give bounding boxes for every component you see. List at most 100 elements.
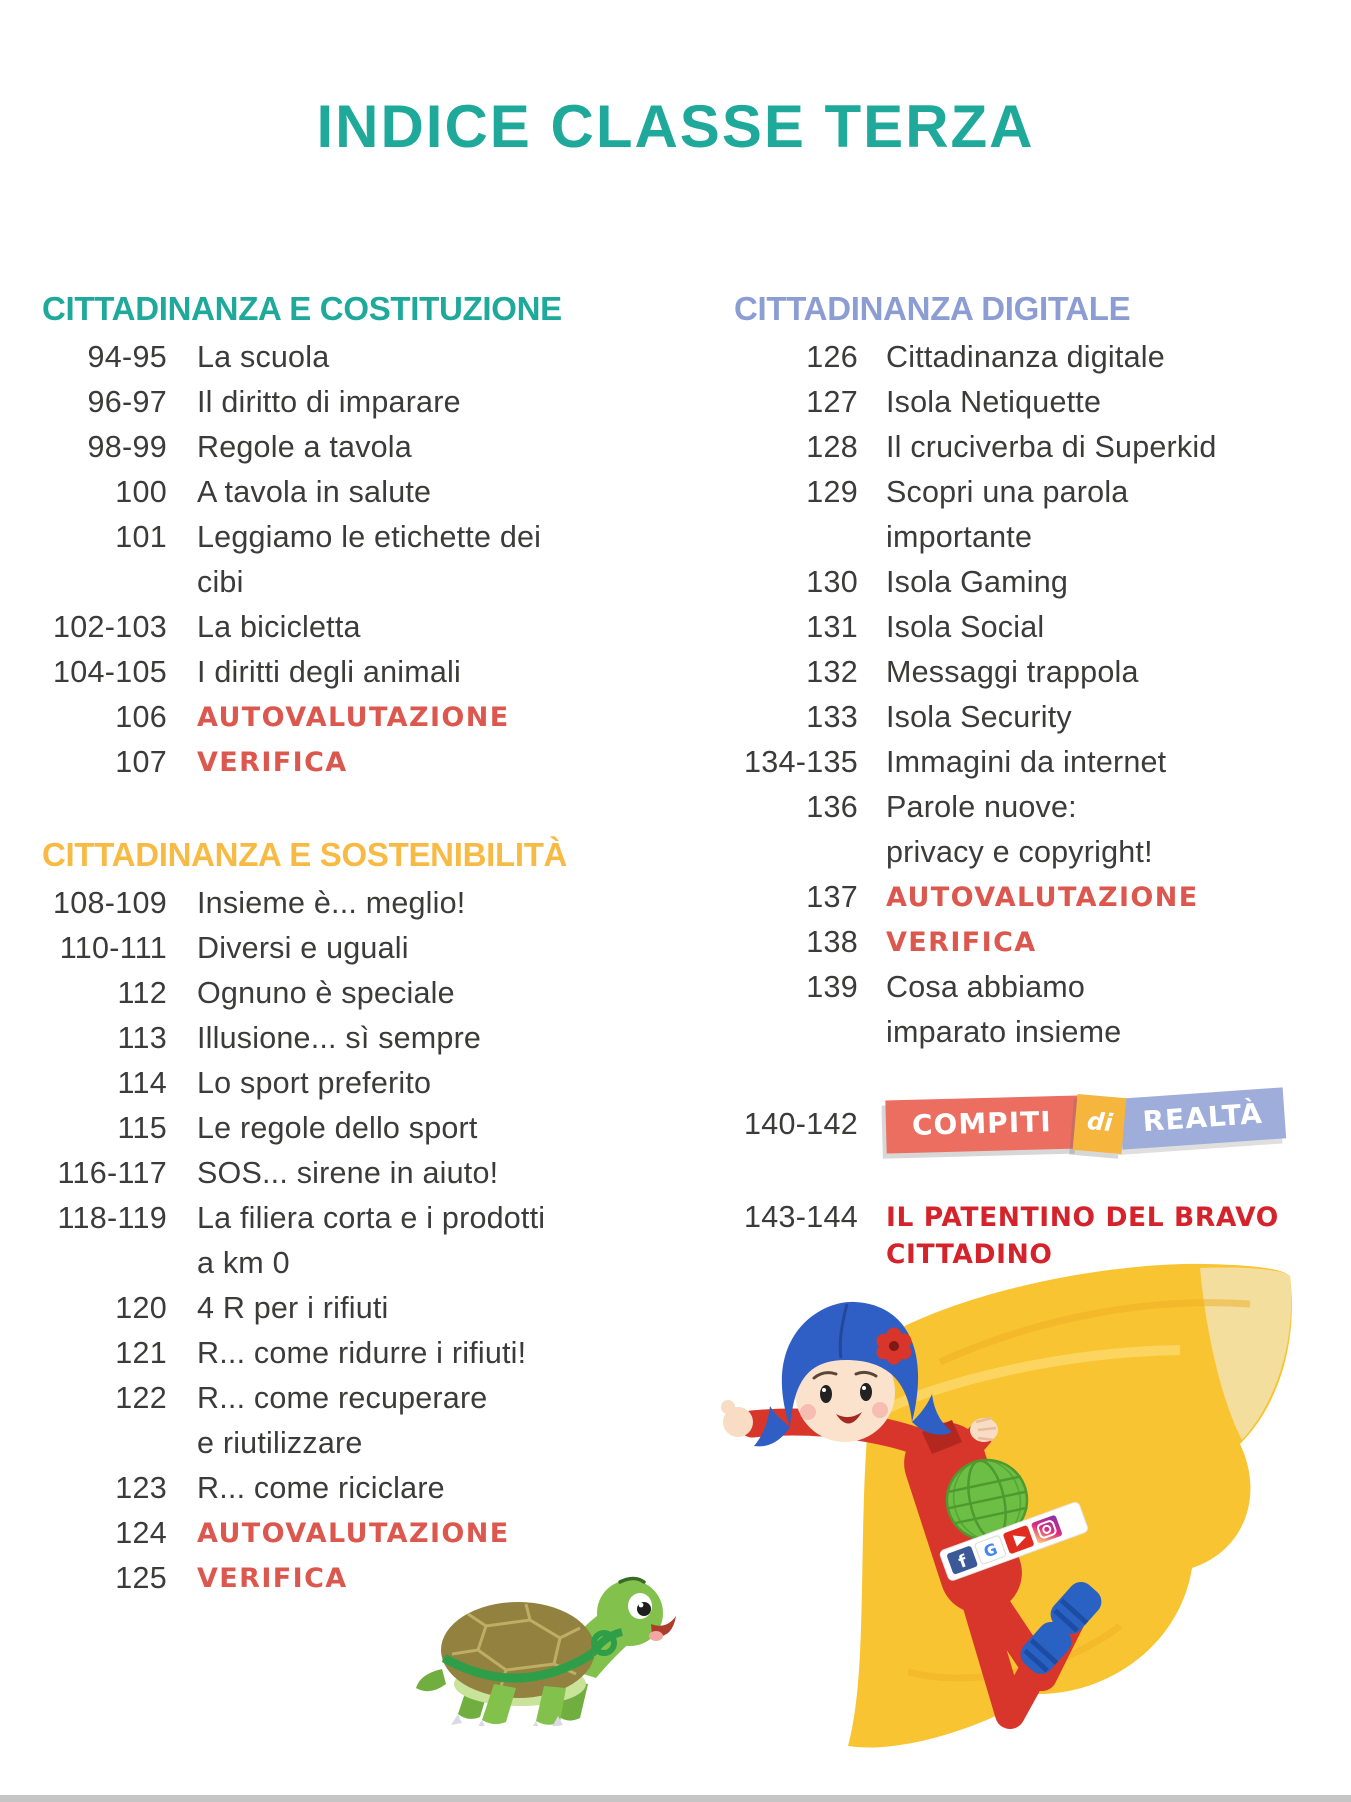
- entry-title: Leggiamo le etichette dei: [197, 520, 542, 554]
- entry-titles: I diritti degli animali: [197, 650, 657, 695]
- superhero-girl-illustration: f G: [640, 1242, 1351, 1802]
- toc-entry: 112 Ognuno è speciale: [42, 971, 657, 1016]
- entry-title: Le regole dello sport: [197, 1111, 478, 1145]
- entry-title: SOS... sirene in aiuto!: [197, 1156, 499, 1190]
- toc-entry: 98-99 Regole a tavola: [42, 425, 657, 470]
- toc-entry: 124 AUTOVALUTAZIONE: [42, 1511, 657, 1556]
- entry-titles: 4 R per i rifiuti: [197, 1286, 657, 1331]
- flower-icon: [876, 1327, 912, 1365]
- entry-titles: La filiera corta e i prodotti a km 0: [197, 1196, 657, 1286]
- entry-titles: Lo sport preferito: [197, 1061, 657, 1106]
- entry-page-numbers: 110-111: [59, 931, 167, 965]
- entry-titles: AUTOVALUTAZIONE: [197, 1511, 657, 1556]
- toc-section: CITTADINANZA DIGITALE 126 Cittadinanza dig…: [734, 283, 1334, 1055]
- entry-titles: Immagini da internet: [886, 740, 1334, 785]
- entry-page-numbers: 134-135: [743, 745, 858, 779]
- entry-titles: VERIFICA: [197, 1556, 657, 1601]
- entry-titles: Le regole dello sport: [197, 1106, 657, 1151]
- entry-page-numbers: 115: [117, 1111, 167, 1145]
- entry-page-numbers: 104-105: [52, 655, 167, 689]
- toc-entry: 101 Leggiamo le etichette dei cibi: [42, 515, 657, 605]
- entry-title: 4 R per i rifiuti: [197, 1291, 389, 1325]
- entry-title: Illusione... sì sempre: [197, 1021, 482, 1055]
- entry-title: a km 0: [197, 1246, 290, 1280]
- entry-titles: R... come ridurre i rifiuti!: [197, 1331, 657, 1376]
- toc-entry: 110-111 Diversi e uguali: [42, 926, 657, 971]
- toc-entry: 123 R... come riciclare: [42, 1466, 657, 1511]
- entry-title: Il diritto di imparare: [197, 385, 461, 419]
- entry-title: importante: [886, 520, 1033, 554]
- entry-page-numbers: 127: [806, 385, 858, 419]
- entry-title: Insieme è... meglio!: [197, 886, 466, 920]
- entry-page-numbers: 121: [115, 1336, 167, 1370]
- compiti-di-realta-badge: COMPITI di REALTÀ: [885, 1086, 1334, 1155]
- toc-section: CITTADINANZA E SOSTENIBILITÀ 108-109 Insie…: [42, 829, 657, 1601]
- entry-page-numbers: 137: [806, 880, 858, 914]
- toc-entry: 125 VERIFICA: [42, 1556, 657, 1601]
- entry-page-numbers: 125: [115, 1561, 167, 1595]
- toc-entry: 129 Scopri una parola importante: [734, 470, 1334, 560]
- entry-titles: VERIFICA: [886, 920, 1334, 965]
- entry-titles: Cosa abbiamo imparato insieme: [886, 965, 1334, 1055]
- toc-entry: 138 VERIFICA: [734, 920, 1334, 965]
- entry-page-numbers: 114: [117, 1066, 167, 1100]
- facebook-icon: f: [947, 1546, 978, 1575]
- toc-entry: 114 Lo sport preferito: [42, 1061, 657, 1106]
- entry-title: Regole a tavola: [197, 430, 412, 464]
- entry-page-numbers: 129: [806, 475, 858, 509]
- toc-entry: 134-135 Immagini da internet: [734, 740, 1334, 785]
- badge-segment: REALTÀ: [1119, 1086, 1287, 1150]
- entry-title: Scopri una parola: [886, 475, 1129, 509]
- toc-entry: 107 VERIFICA: [42, 740, 657, 785]
- toc-entry: 118-119 La filiera corta e i prodotti a km…: [42, 1196, 657, 1286]
- toc-entry: 137 AUTOVALUTAZIONE: [734, 875, 1334, 920]
- entry-title: Lo sport preferito: [197, 1066, 432, 1100]
- entry-titles: Isola Netiquette: [886, 380, 1334, 425]
- entry-title: La bicicletta: [197, 610, 361, 644]
- entry-title: CITTADINO: [886, 1239, 1053, 1270]
- entry-page-numbers: 113: [117, 1021, 167, 1055]
- entry-titles: R... come recuperare e riutilizzare: [197, 1376, 657, 1466]
- entry-titles: A tavola in salute: [197, 470, 657, 515]
- entry-page-numbers: 107: [115, 745, 167, 779]
- entry-page-numbers: 126: [806, 340, 858, 374]
- social-belt: f G: [939, 1501, 1088, 1581]
- toc-entry: 100 A tavola in salute: [42, 470, 657, 515]
- entry-title: La filiera corta e i prodotti: [197, 1201, 546, 1235]
- entry-page-numbers: 106: [115, 700, 167, 734]
- toc-column-right: CITTADINANZA DIGITALE 126 Cittadinanza dig…: [734, 283, 1334, 1099]
- entry-titles: Il diritto di imparare: [197, 380, 657, 425]
- entry-titles: Isola Gaming: [886, 560, 1334, 605]
- toc-entry: 130 Isola Gaming: [734, 560, 1334, 605]
- badge-segment: di: [1072, 1093, 1127, 1155]
- entry-title: Isola Netiquette: [886, 385, 1102, 419]
- entry-titles: Leggiamo le etichette dei cibi: [197, 515, 657, 605]
- entry-titles: Regole a tavola: [197, 425, 657, 470]
- entry-title: R... come riciclare: [197, 1471, 445, 1505]
- entry-title: IL PATENTINO DEL BRAVO: [886, 1202, 1279, 1233]
- entry-title: privacy e copyright!: [886, 835, 1153, 869]
- entry-title: Isola Security: [886, 700, 1072, 734]
- entry-titles: Scopri una parola importante: [886, 470, 1334, 560]
- instagram-icon: [1031, 1515, 1062, 1544]
- toc-entry: 122 R... come recuperare e riutilizzare: [42, 1376, 657, 1466]
- toc-entry: 131 Isola Social: [734, 605, 1334, 650]
- entry-page-numbers: 128: [806, 430, 858, 464]
- entry-title: Parole nuove:: [886, 790, 1077, 824]
- entry-title: Diversi e uguali: [197, 931, 409, 965]
- entry-title: Messaggi trappola: [886, 655, 1139, 689]
- entry-title: Isola Social: [886, 610, 1045, 644]
- entry-title: Il cruciverba di Superkid: [886, 430, 1217, 464]
- entry-titles: VERIFICA: [197, 740, 657, 785]
- entry-titles: R... come riciclare: [197, 1466, 657, 1511]
- toc-entry: 108-109 Insieme è... meglio!: [42, 881, 657, 926]
- entry-page-numbers: 136: [806, 790, 858, 824]
- section-heading: CITTADINANZA E COSTITUZIONE: [42, 290, 562, 327]
- entry-titles: La scuola: [197, 335, 657, 380]
- entry-titles: Ognuno è speciale: [197, 971, 657, 1016]
- entry-page-numbers: 112: [117, 976, 167, 1010]
- entry-page-numbers: 123: [115, 1471, 167, 1505]
- toc-entry: 115 Le regole dello sport: [42, 1106, 657, 1151]
- badge-segment: COMPITI: [885, 1095, 1079, 1153]
- toc-entry: 132 Messaggi trappola: [734, 650, 1334, 695]
